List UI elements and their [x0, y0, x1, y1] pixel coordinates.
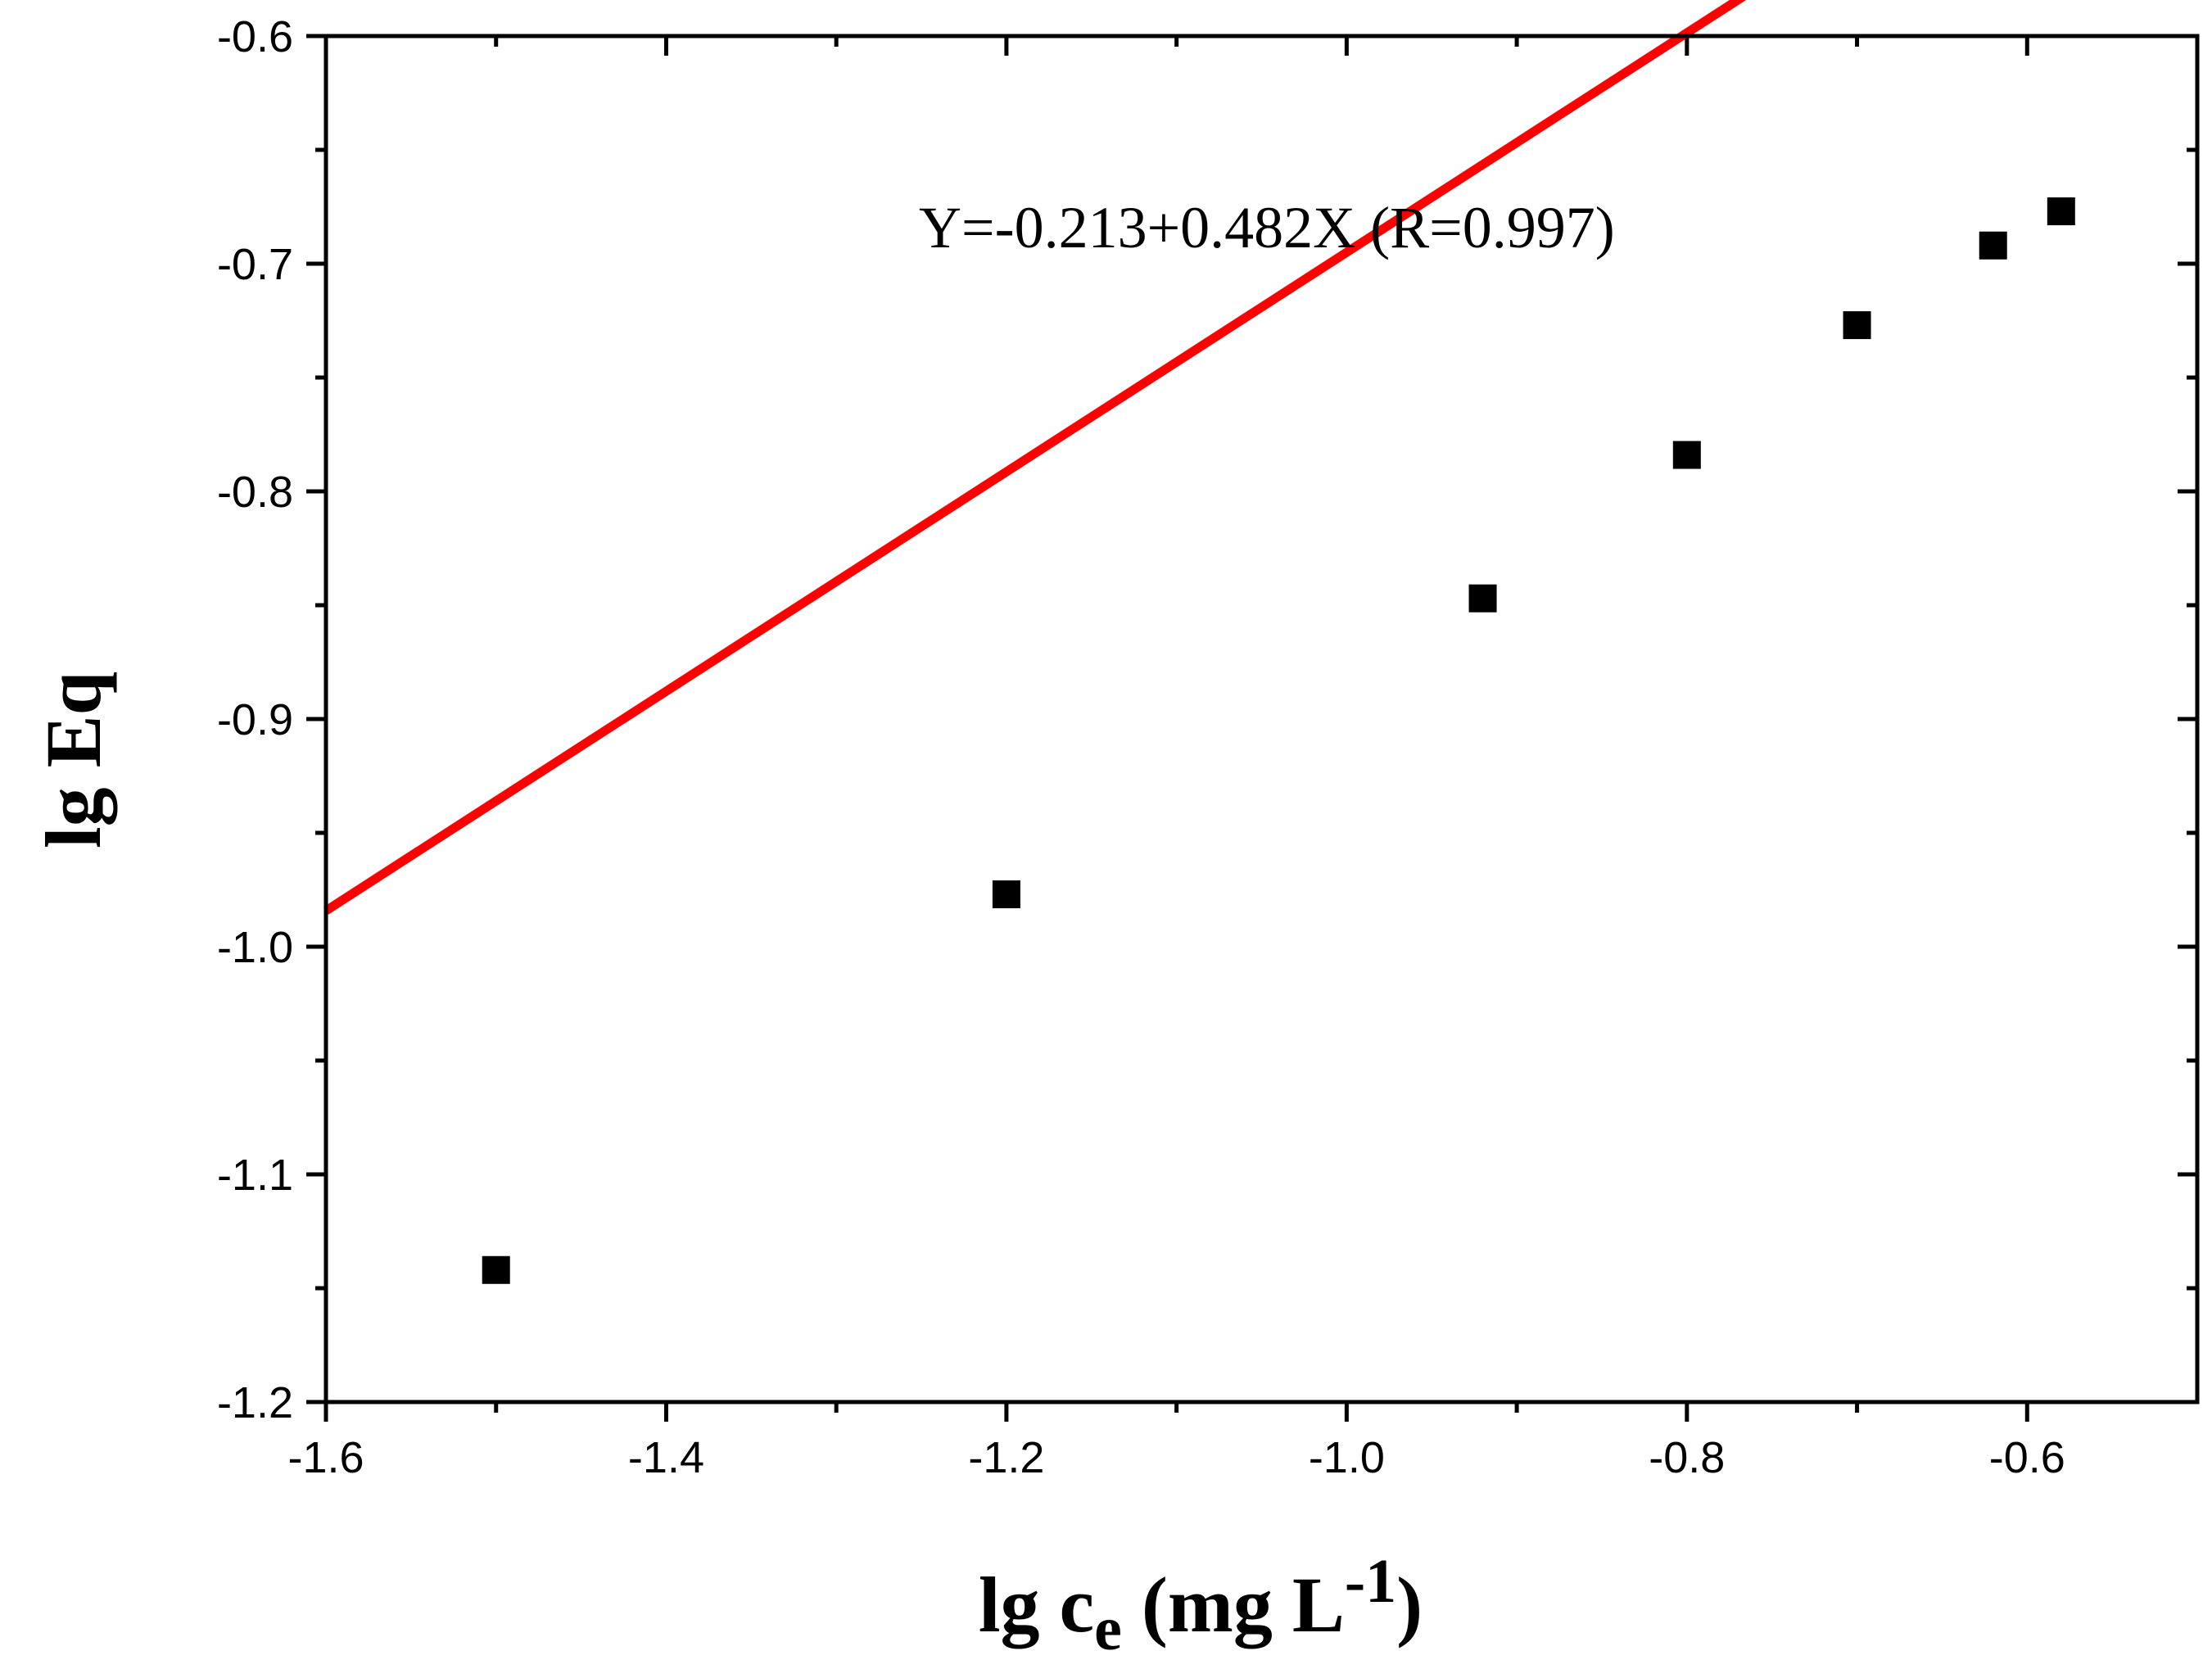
x-axis-title-subscript: e	[1094, 1594, 1122, 1660]
x-tick-label: -1.2	[968, 1433, 1044, 1482]
fit-line-layer	[323, 0, 1747, 915]
tick-labels: -1.6 -1.4 -1.2 -1.0 -0.8 -0.6 -1.2 -1.1 -1.0 -0.9…	[217, 12, 2065, 1482]
x-axis-title-close: )	[1396, 1561, 1423, 1649]
y-tick-label: -0.7	[217, 240, 293, 289]
x-tick-label: -1.0	[1309, 1433, 1385, 1482]
data-point	[482, 1255, 510, 1284]
y-tick-label: -0.6	[217, 12, 293, 61]
fit-line	[323, 0, 1747, 915]
x-axis-title-superscript: -1	[1345, 1547, 1396, 1616]
data-point	[1979, 231, 2007, 260]
y-tick-label: -1.2	[217, 1378, 293, 1427]
x-axis-title-main: lg c	[979, 1561, 1094, 1649]
x-tick-label: -1.4	[628, 1433, 704, 1482]
y-tick-label: -1.1	[217, 1151, 293, 1200]
y-axis-title: lg Eq	[29, 672, 117, 848]
y-tick-label: -0.9	[217, 695, 293, 744]
x-axis-title: lg ce (mg L-1)	[979, 1547, 1423, 1660]
x-tick-label: -0.8	[1649, 1433, 1725, 1482]
x-tick-label: -0.6	[1989, 1433, 2065, 1482]
data-point	[1672, 441, 1701, 469]
x-axis-title-unit: (mg L	[1122, 1561, 1345, 1649]
data-point	[1468, 584, 1497, 613]
data-point	[1843, 311, 1871, 340]
data-points	[482, 197, 2075, 1284]
y-tick-label: -1.0	[217, 923, 293, 972]
y-tick-label: -0.8	[217, 468, 293, 517]
fit-equation-annotation: Y=-0.213+0.482X (R=0.997)	[919, 195, 1615, 260]
x-tick-label: -1.6	[287, 1433, 364, 1482]
data-point	[2047, 197, 2075, 226]
plot-frame	[323, 34, 2200, 1404]
data-point	[992, 880, 1020, 909]
